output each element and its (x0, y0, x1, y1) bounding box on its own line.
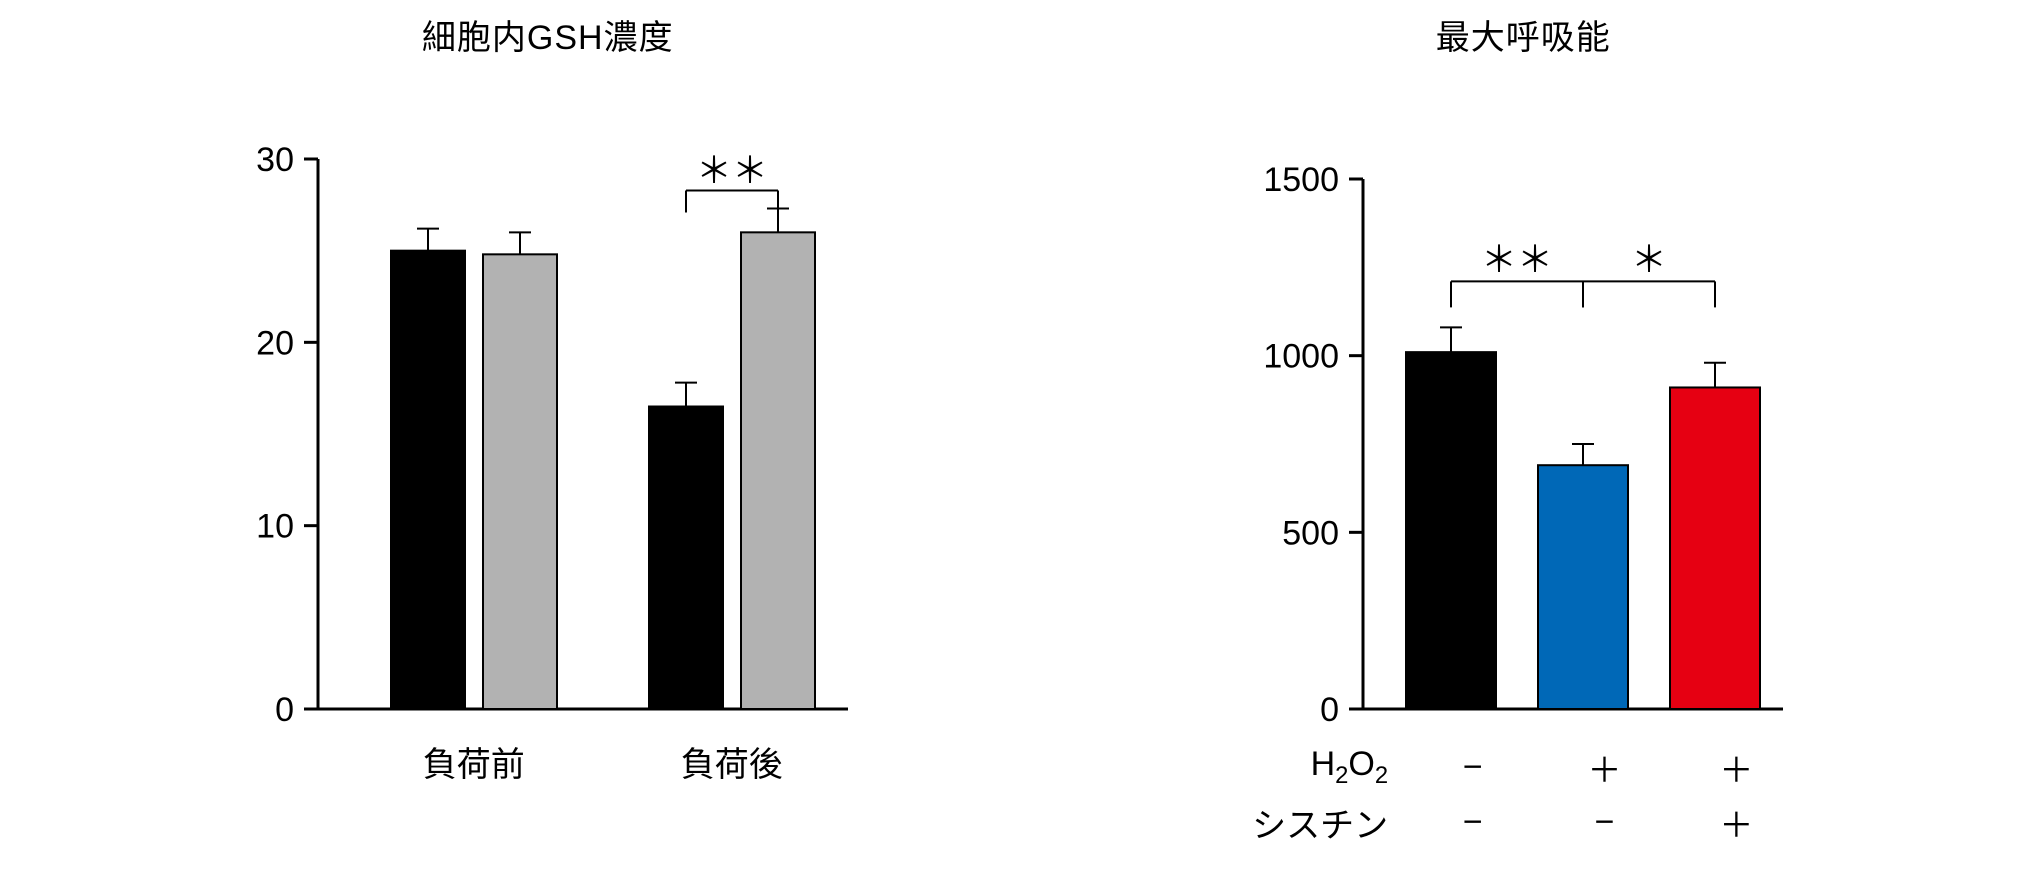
figure: 細胞内GSH濃度 0102030＊＊ 負荷前負荷後 最大呼吸能 05001000… (0, 0, 2031, 892)
left-category-label: 負荷前 (394, 737, 554, 786)
right-svg: 050010001500＊＊＊ (1243, 89, 1803, 729)
svg-text:0: 0 (1320, 691, 1339, 729)
left-svg: 0 10 20 30 ＊＊ (228, 89, 868, 729)
svg-text:20: 20 (256, 324, 294, 362)
svg-text:1500: 1500 (1264, 161, 1340, 199)
condition-table: H2O2−＋＋シスチン−−＋ (1243, 739, 1803, 851)
left-title: 細胞内GSH濃度 (422, 10, 674, 59)
svg-text:＊: ＊ (1631, 238, 1667, 279)
condition-cell: ＋ (1540, 741, 1670, 794)
condition-cell: − (1408, 741, 1538, 794)
left-chart: 0 10 20 30 ＊＊ (228, 89, 868, 729)
svg-text:1000: 1000 (1264, 338, 1340, 376)
right-title: 最大呼吸能 (1436, 10, 1611, 59)
right-chart: 050010001500＊＊＊ (1243, 89, 1803, 729)
condition-row-label: シスチン (1245, 796, 1406, 849)
svg-text:30: 30 (256, 141, 294, 179)
condition-cell: ＋ (1671, 796, 1801, 849)
condition-row-label: H2O2 (1245, 741, 1406, 794)
svg-text:10: 10 (256, 508, 294, 546)
condition-cell: − (1540, 796, 1670, 849)
left-x-labels: 負荷前負荷後 (228, 737, 868, 781)
left-panel: 細胞内GSH濃度 0 10 20 30 ＊＊ 負荷前負荷後 (228, 10, 868, 781)
svg-text:＊＊: ＊＊ (696, 150, 768, 191)
svg-text:500: 500 (1283, 514, 1340, 552)
svg-text:0: 0 (275, 691, 294, 729)
condition-cell: − (1408, 796, 1538, 849)
right-panel: 最大呼吸能 050010001500＊＊＊ H2O2−＋＋シスチン−−＋ (1243, 10, 1803, 851)
condition-cell: ＋ (1671, 741, 1801, 794)
svg-text:＊＊: ＊＊ (1481, 238, 1553, 279)
left-category-label: 負荷後 (652, 737, 812, 786)
